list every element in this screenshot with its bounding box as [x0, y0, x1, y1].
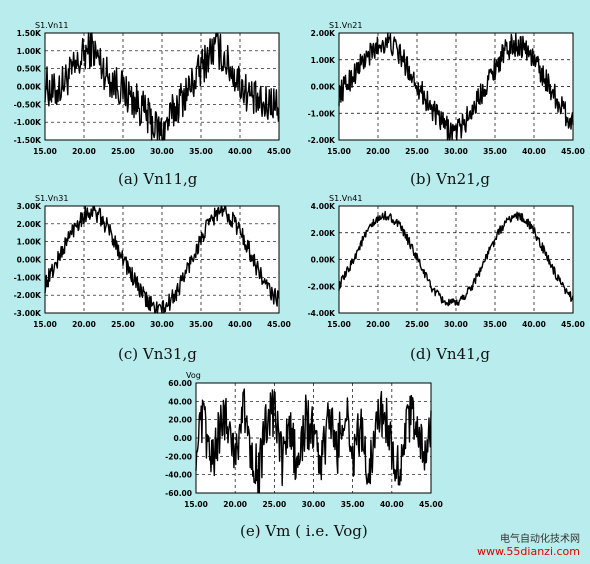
y-tick-label: 0.50K: [17, 65, 43, 74]
y-tick-label: -1.00K: [14, 118, 43, 127]
x-tick-label: 35.00: [189, 147, 213, 156]
y-tick-label: 0.00: [173, 434, 192, 443]
x-tick-label: 15.00: [327, 147, 351, 156]
y-tick-label: 4.00K: [311, 202, 337, 211]
x-tick-label: 35.00: [483, 147, 507, 156]
y-tick-label: -1.00K: [14, 273, 43, 282]
x-tick-label: 45.00: [561, 147, 585, 156]
caption-b: (b) Vn21,g: [410, 170, 491, 188]
y-tick-label: 2.00K: [17, 220, 43, 229]
y-tick-label: -3.00K: [14, 309, 43, 318]
x-tick-label: 45.00: [561, 320, 585, 329]
y-tick-label: 1.00K: [17, 47, 43, 56]
chart-title: S1.Vn11: [35, 21, 68, 30]
x-tick-label: 20.00: [72, 320, 96, 329]
x-tick-label: 25.00: [405, 320, 429, 329]
y-tick-label: -2.00K: [308, 136, 337, 145]
series-trace: [195, 388, 432, 494]
y-tick-label: 0.00K: [311, 83, 337, 92]
x-tick-label: 35.00: [189, 320, 213, 329]
x-tick-label: 30.00: [444, 320, 468, 329]
x-tick-label: 35.00: [483, 320, 507, 329]
series-trace: [44, 32, 280, 141]
x-tick-label: 30.00: [150, 320, 174, 329]
x-tick-label: 30.00: [444, 147, 468, 156]
x-tick-label: 20.00: [223, 500, 247, 509]
y-tick-label: 0.00K: [17, 83, 43, 92]
caption-d: (d) Vn41,g: [410, 345, 491, 363]
x-tick-label: 25.00: [262, 500, 286, 509]
y-tick-label: 0.00K: [17, 256, 43, 265]
y-tick-label: 0.00K: [311, 256, 337, 265]
y-tick-label: -0.50K: [14, 100, 43, 109]
y-tick-label: 3.00K: [17, 202, 43, 211]
x-tick-label: 40.00: [228, 320, 252, 329]
y-tick-label: 1.00K: [311, 56, 337, 65]
y-tick-label: 1.50K: [17, 29, 43, 38]
y-tick-label: 20.00: [168, 416, 192, 425]
y-tick-label: -20.00: [165, 452, 192, 461]
caption-a: (a) Vn11,g: [118, 170, 198, 188]
x-tick-label: 15.00: [327, 320, 351, 329]
series-trace: [338, 32, 574, 141]
x-tick-label: 15.00: [33, 320, 57, 329]
x-tick-label: 40.00: [522, 147, 546, 156]
y-tick-label: 2.00K: [311, 29, 337, 38]
x-tick-label: 40.00: [522, 320, 546, 329]
chart-title: S1.Vn31: [35, 194, 68, 203]
watermark-url: www.55dianzi.com: [476, 545, 580, 558]
x-tick-label: 30.00: [150, 147, 174, 156]
y-tick-label: -2.00K: [14, 291, 43, 300]
x-tick-label: 25.00: [405, 147, 429, 156]
chart-title: S1.Vn21: [329, 21, 362, 30]
watermark-site-name: 电气自动化技术网: [500, 534, 580, 545]
y-tick-label: -4.00K: [308, 309, 337, 318]
x-tick-label: 45.00: [419, 500, 443, 509]
caption-e: (e) Vm ( i.e. Vog): [240, 522, 368, 540]
x-tick-label: 40.00: [228, 147, 252, 156]
x-tick-label: 45.00: [267, 147, 291, 156]
series-trace: [44, 205, 280, 314]
x-tick-label: 40.00: [380, 500, 404, 509]
x-tick-label: 45.00: [267, 320, 291, 329]
x-tick-label: 30.00: [302, 500, 326, 509]
y-tick-label: -2.00K: [308, 282, 337, 291]
chart-title: Vog: [186, 371, 201, 380]
y-tick-label: -1.50K: [14, 136, 43, 145]
x-tick-label: 15.00: [184, 500, 208, 509]
x-tick-label: 20.00: [72, 147, 96, 156]
x-tick-label: 25.00: [111, 320, 135, 329]
y-tick-label: -1.00K: [308, 109, 337, 118]
y-tick-label: -60.00: [165, 489, 192, 498]
chart-title: S1.Vn41: [329, 194, 362, 203]
x-tick-label: 20.00: [366, 320, 390, 329]
y-tick-label: 2.00K: [311, 229, 337, 238]
y-tick-label: 60.00: [168, 379, 192, 388]
x-tick-label: 20.00: [366, 147, 390, 156]
x-tick-label: 15.00: [33, 147, 57, 156]
caption-c: (c) Vn31,g: [118, 345, 197, 363]
x-tick-label: 35.00: [341, 500, 365, 509]
x-tick-label: 25.00: [111, 147, 135, 156]
y-tick-label: 1.00K: [17, 238, 43, 247]
series-trace: [338, 210, 574, 307]
y-tick-label: 40.00: [168, 397, 192, 406]
y-tick-label: -40.00: [165, 471, 192, 480]
